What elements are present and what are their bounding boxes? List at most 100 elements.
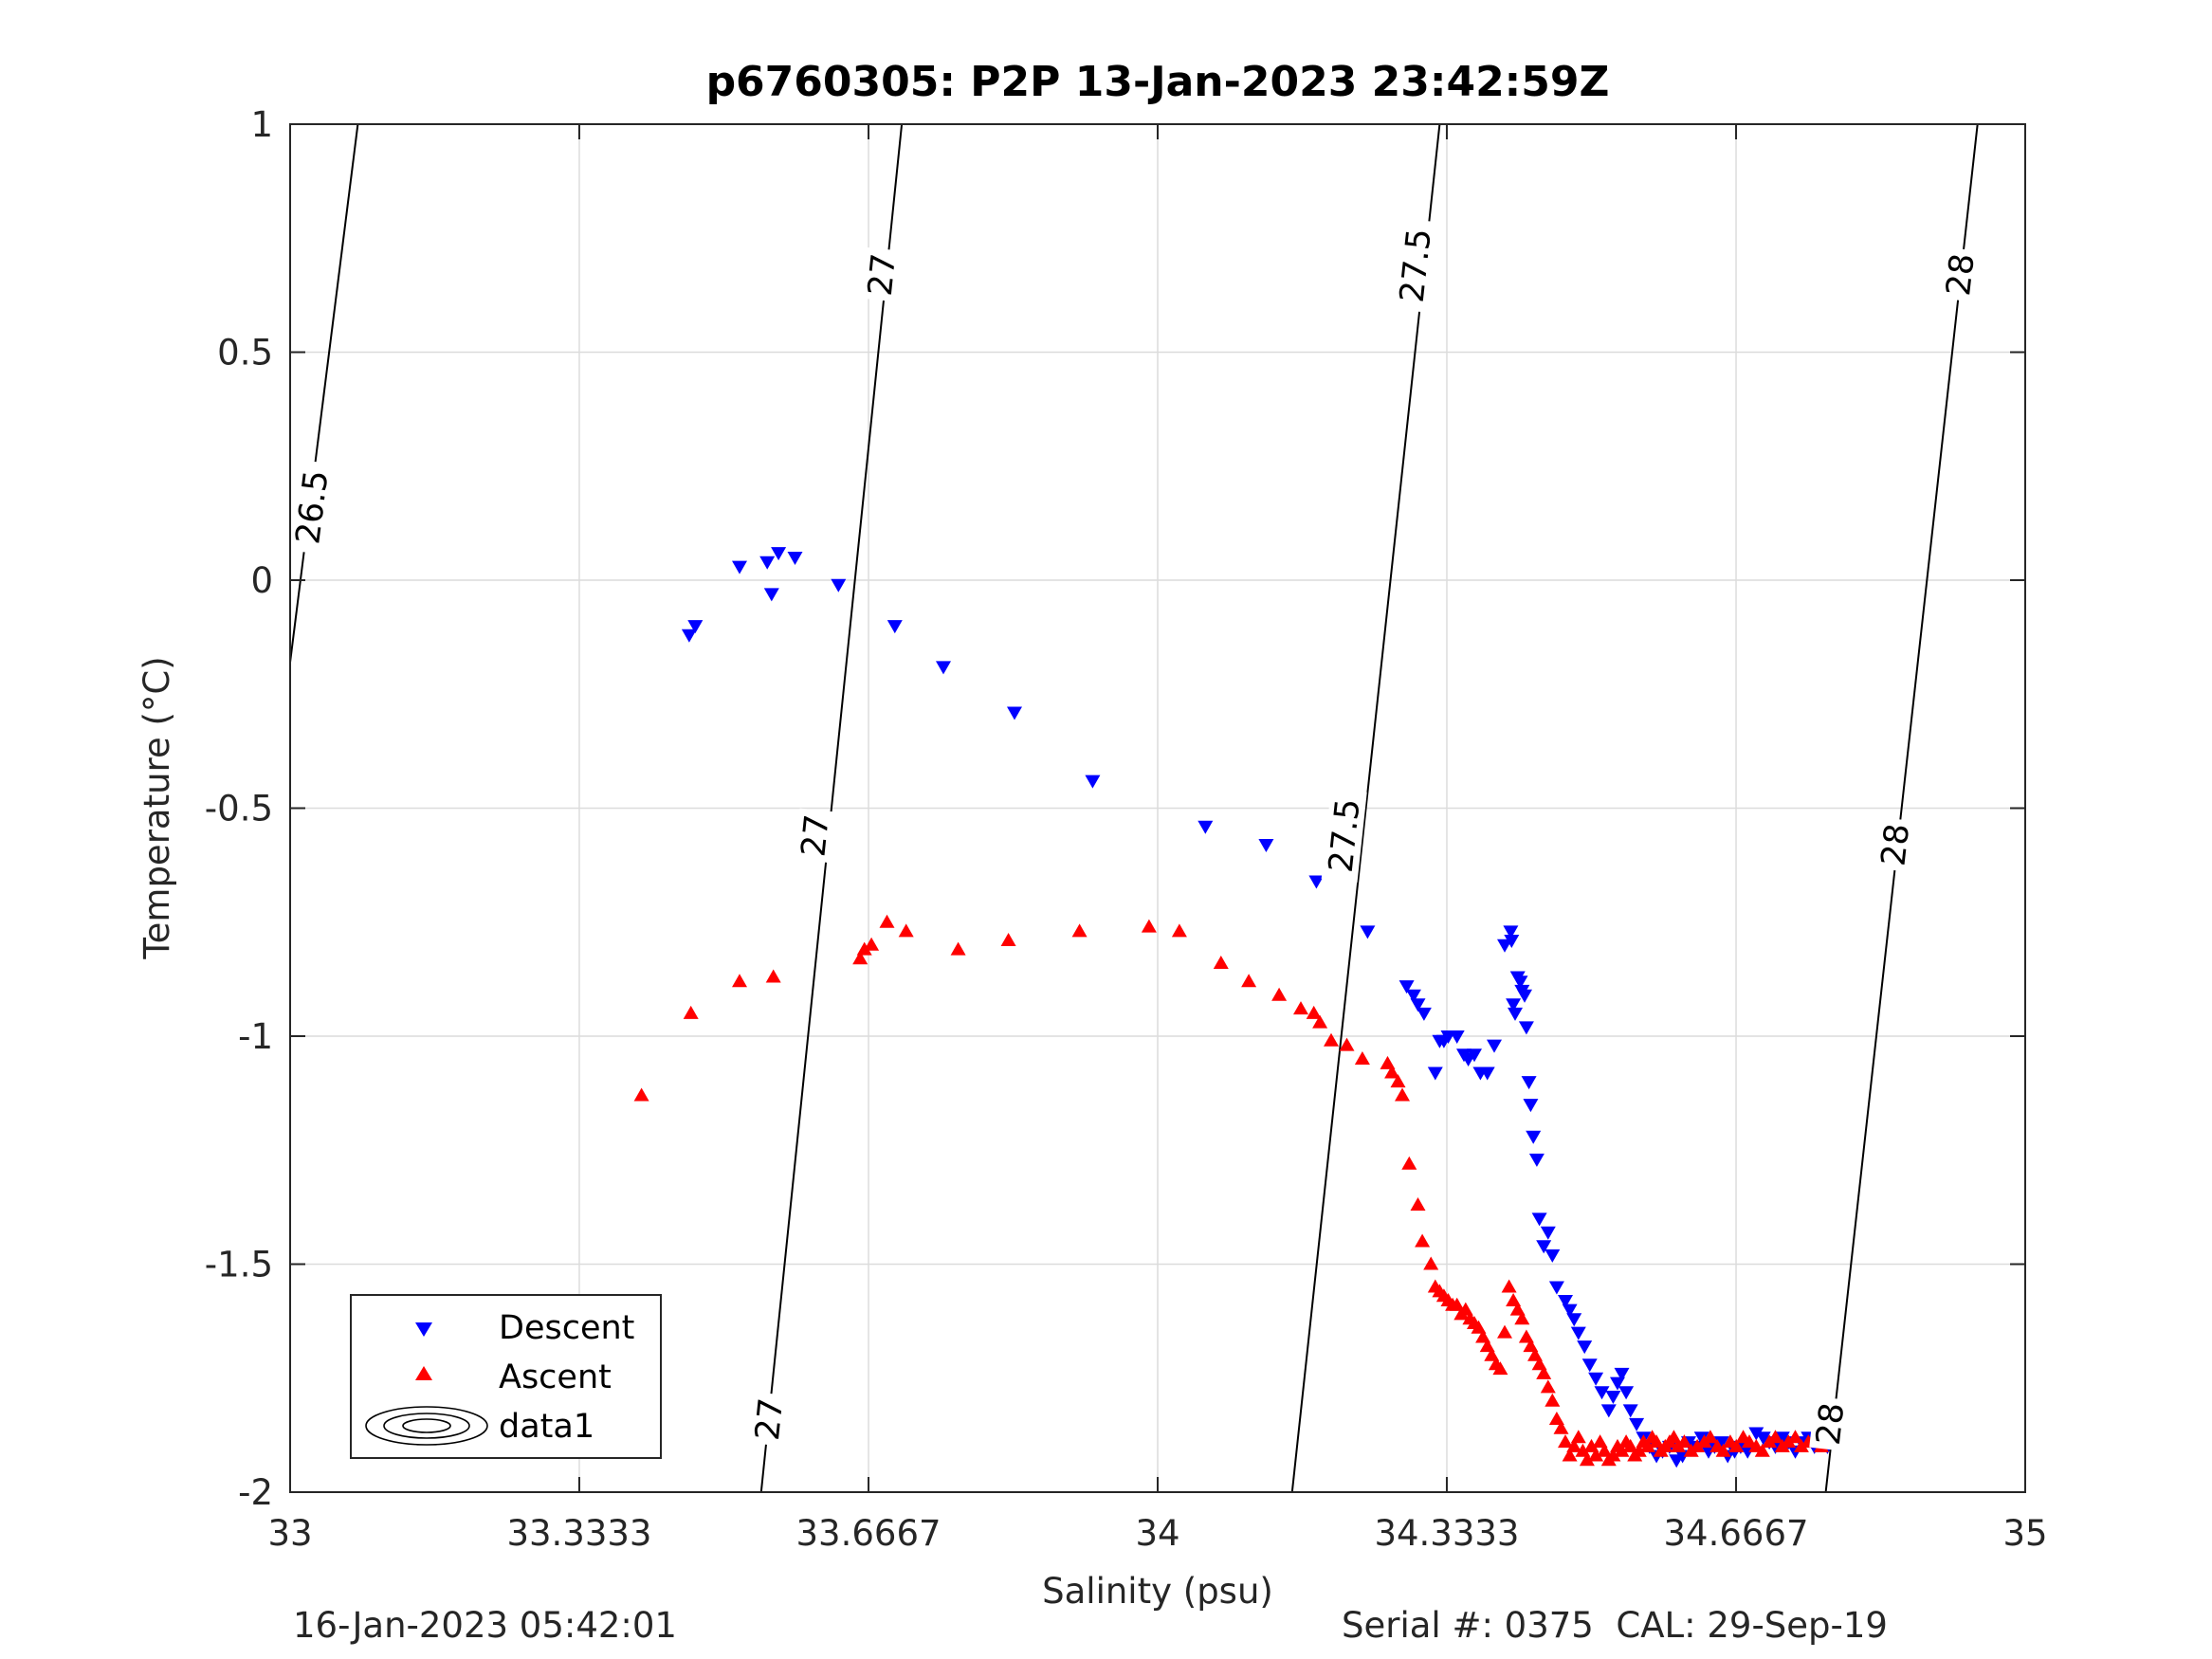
ascent-point bbox=[1213, 956, 1229, 969]
ascent-point bbox=[1354, 1051, 1370, 1065]
legend-contour-label: data1 bbox=[499, 1408, 594, 1446]
descent-point bbox=[1467, 1048, 1482, 1063]
descent-point bbox=[1523, 1099, 1539, 1113]
ascent-point bbox=[852, 951, 868, 965]
descent-point bbox=[1600, 1404, 1617, 1418]
isopycnal-line bbox=[289, 123, 359, 663]
descent-point bbox=[831, 578, 847, 592]
descent-point bbox=[1614, 1367, 1630, 1381]
descent-point bbox=[687, 620, 704, 634]
ascent-point bbox=[683, 1005, 699, 1019]
ascent-point bbox=[1514, 1311, 1530, 1325]
x-tick-label: 34 bbox=[1135, 1513, 1179, 1554]
descent-point bbox=[1416, 1007, 1432, 1021]
ascent-point bbox=[1410, 1197, 1426, 1211]
ascent-point bbox=[1754, 1443, 1770, 1457]
ascent-point bbox=[879, 914, 895, 928]
legend-box bbox=[350, 1294, 662, 1459]
ascent-point bbox=[1702, 1430, 1718, 1444]
contour-label-backdrop bbox=[861, 246, 903, 302]
y-axis-label: Temperature (°C) bbox=[137, 656, 177, 959]
contour-label: 27.5 bbox=[1392, 218, 1439, 313]
descent-point bbox=[1405, 989, 1421, 1003]
legend-descent-label: Descent bbox=[499, 1309, 634, 1347]
ascent-point bbox=[1324, 1032, 1339, 1047]
descent-point bbox=[1558, 1295, 1573, 1308]
ascent-point bbox=[1614, 1443, 1630, 1457]
ascent-point bbox=[633, 1087, 649, 1102]
x-tick-label: 33.6667 bbox=[796, 1513, 941, 1554]
contour-label-backdrop bbox=[748, 1392, 790, 1447]
contour-label: 28 bbox=[1939, 246, 1983, 302]
y-tick-label: 0 bbox=[250, 560, 273, 601]
descent-point bbox=[1512, 975, 1528, 990]
legend-contour-icon bbox=[365, 1406, 488, 1446]
contour-label: 28 bbox=[1809, 1395, 1853, 1451]
ascent-point bbox=[1640, 1438, 1655, 1452]
ascent-point bbox=[1380, 1055, 1396, 1069]
footer-timestamp: 16-Jan-2023 05:42:01 bbox=[293, 1605, 677, 1646]
contour-label-backdrop bbox=[1321, 788, 1367, 884]
contour-label-backdrop bbox=[1392, 218, 1438, 313]
y-axis-ticks: -2 -1.5 -1 -0.5 0 0.5 1 bbox=[205, 104, 2025, 1513]
descent-point bbox=[763, 588, 779, 602]
contour-label-text: 27.5 bbox=[1323, 797, 1368, 875]
descent-point bbox=[936, 661, 951, 675]
descent-point bbox=[1577, 1340, 1593, 1355]
x-tick-label: 35 bbox=[2002, 1513, 2047, 1554]
descent-point bbox=[1503, 925, 1519, 939]
ascent-point bbox=[1523, 1339, 1539, 1353]
density-contours bbox=[289, 123, 1979, 1493]
ascent-point bbox=[1566, 1438, 1582, 1452]
descent-point bbox=[887, 620, 903, 634]
descent-point bbox=[1545, 1249, 1561, 1263]
x-tick-label: 34.3333 bbox=[1374, 1513, 1519, 1554]
ascent-point bbox=[1531, 1357, 1547, 1371]
ascent-point bbox=[950, 941, 966, 956]
ascent-point bbox=[1558, 1434, 1573, 1449]
contour-label-text: 28 bbox=[1810, 1401, 1853, 1448]
descent-point bbox=[1398, 980, 1415, 994]
ascent-point bbox=[1787, 1430, 1803, 1444]
ascent-point bbox=[1583, 1438, 1600, 1452]
contour-label-backdrop bbox=[288, 460, 336, 555]
contour-label-text: 27 bbox=[862, 252, 904, 298]
descent-point bbox=[1504, 935, 1520, 948]
ascent-point bbox=[1492, 1361, 1508, 1376]
ascent-point bbox=[1509, 1302, 1526, 1316]
descent-point bbox=[1622, 1404, 1638, 1418]
footer-serial-calibration: Serial #: 0375 CAL: 29-Sep-19 bbox=[1342, 1605, 1888, 1646]
descent-point bbox=[1610, 1376, 1625, 1391]
descent-point bbox=[1605, 1391, 1621, 1404]
x-tick-label: 34.6667 bbox=[1664, 1513, 1809, 1554]
y-tick-label: -2 bbox=[238, 1472, 273, 1513]
descent-point bbox=[1713, 1436, 1729, 1450]
descent-point bbox=[1308, 875, 1325, 889]
descent-point bbox=[1085, 775, 1101, 789]
contour-label-backdrop bbox=[1809, 1395, 1851, 1451]
ascent-point bbox=[1649, 1434, 1665, 1449]
descent-point bbox=[1487, 1039, 1502, 1053]
isopycnal-line bbox=[1290, 123, 1441, 1493]
ascent-point bbox=[1306, 1005, 1322, 1019]
ascent-point bbox=[1293, 1001, 1308, 1015]
descent-point bbox=[1517, 989, 1532, 1003]
ascent-point bbox=[1548, 1412, 1564, 1425]
ascent-point bbox=[864, 937, 880, 951]
ascent-point bbox=[1423, 1256, 1439, 1270]
ascent-point bbox=[1545, 1393, 1561, 1407]
contour-label-text: 27 bbox=[749, 1396, 791, 1442]
y-tick-label: 0.5 bbox=[217, 333, 273, 374]
descent-point bbox=[1518, 1021, 1534, 1035]
descent-point bbox=[1427, 1066, 1443, 1081]
contour-label-text: 26.5 bbox=[289, 468, 336, 546]
ascent-point bbox=[1475, 1329, 1491, 1343]
ascent-point bbox=[1666, 1430, 1682, 1444]
descent-point bbox=[681, 629, 697, 643]
descent-point bbox=[1508, 1007, 1523, 1021]
ascent-point bbox=[1536, 1365, 1552, 1379]
ascent-point bbox=[1471, 1320, 1487, 1334]
ascent-point bbox=[1597, 1443, 1613, 1457]
descent-point bbox=[1748, 1427, 1764, 1441]
